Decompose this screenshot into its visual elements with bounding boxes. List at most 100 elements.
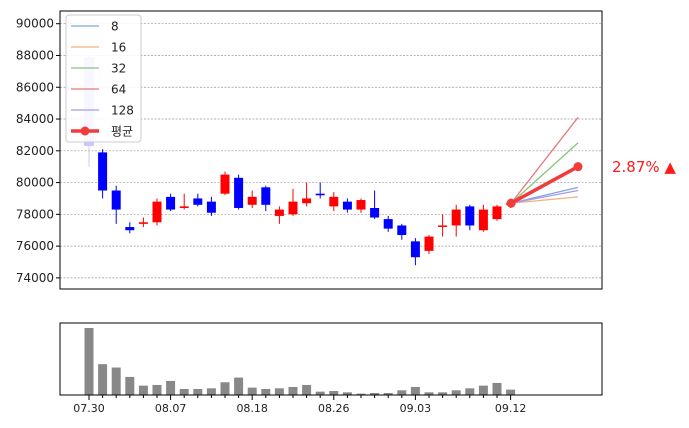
legend: 8 16 32 64 128 평균 (65, 14, 142, 143)
volume-bar (193, 388, 203, 395)
candles (84, 55, 516, 266)
legend-label: 64 (111, 83, 126, 97)
volume-bar (111, 367, 121, 395)
volume-bar (98, 364, 108, 395)
legend-swatch-marker (80, 126, 90, 136)
candle-body (465, 206, 475, 226)
candle-body (410, 241, 420, 258)
volume-bar (424, 392, 434, 395)
candle-body (397, 225, 407, 235)
y-tick-label: 80000 (16, 176, 54, 190)
projection-line-64 (510, 117, 579, 204)
y-tick-label: 84000 (16, 112, 54, 126)
y-tick-label: 82000 (16, 144, 54, 158)
legend-box (65, 14, 142, 143)
x-tick-label: 09.03 (400, 402, 432, 415)
x-tick-label: 08.26 (318, 402, 350, 415)
candle-body (478, 209, 488, 231)
y-tick-label: 74000 (16, 271, 54, 285)
volume-bar (234, 377, 244, 395)
average-end-point (573, 162, 583, 172)
x-tick-label: 09.12 (495, 402, 527, 415)
volume-bar (302, 384, 312, 395)
candle-body (247, 196, 257, 205)
candle-body (274, 209, 284, 216)
average-projection-line (510, 165, 579, 205)
volume-bar (315, 391, 325, 395)
candle-body (492, 206, 502, 220)
candle-body (370, 207, 380, 218)
volume-bar (356, 393, 366, 395)
legend-label: 8 (111, 20, 119, 34)
legend-label: 32 (111, 62, 126, 76)
volume-bar (410, 386, 420, 395)
volume-bar (438, 392, 448, 395)
y-tick-label: 78000 (16, 207, 54, 221)
candle-body (329, 196, 339, 207)
volume-bar (166, 380, 176, 395)
x-tick-label: 07.30 (73, 402, 105, 415)
volume-bar (261, 388, 271, 395)
projection-lines (506, 117, 583, 208)
projection-line-16 (511, 196, 579, 204)
candle-body (356, 200, 366, 210)
volume-bar (465, 388, 475, 395)
volume-x-ticks: 07.30 08.07 08.18 08.26 09.03 09.12 (73, 395, 526, 415)
volume-bar (247, 387, 257, 395)
projection-line-128 (510, 189, 579, 204)
candle-body (261, 187, 271, 205)
volume-bars (84, 328, 516, 395)
legend-label: 16 (111, 41, 126, 55)
legend-label: 128 (111, 104, 134, 118)
candle-body (234, 177, 244, 208)
candle-body (288, 201, 298, 215)
x-tick-label: 08.18 (236, 402, 268, 415)
candle-body (166, 196, 176, 210)
volume-bar (152, 384, 162, 395)
projection-line-32 (510, 142, 579, 204)
candle-body (220, 174, 230, 194)
volume-bar (397, 390, 407, 395)
candle-body (383, 219, 393, 229)
candle-body (125, 227, 135, 231)
volume-bar (125, 376, 135, 395)
volume-bar (383, 392, 393, 395)
candle-body (302, 198, 312, 204)
candle-body (179, 206, 189, 208)
candle-body (111, 190, 121, 210)
candle-body (138, 222, 148, 224)
candle-body (424, 236, 434, 251)
legend-label: 평균 (111, 125, 133, 139)
price-grid (60, 23, 602, 279)
volume-bar (179, 388, 189, 395)
change-percent-annotation: 2.87% ▲ (612, 158, 676, 176)
volume-bar (220, 382, 230, 395)
average-start-point (506, 198, 516, 208)
y-tick-label: 90000 (16, 17, 54, 31)
volume-bar (370, 392, 380, 395)
volume-bar (138, 385, 148, 395)
y-tick-label: 88000 (16, 48, 54, 62)
volume-bar (451, 390, 461, 395)
volume-bar (274, 388, 284, 395)
candle-body (315, 193, 325, 196)
volume-bar (329, 390, 339, 395)
price-plot-frame (59, 10, 603, 290)
candle-body (152, 201, 162, 223)
volume-bar (206, 388, 216, 395)
candle-body (98, 152, 108, 191)
volume-bar (342, 392, 352, 395)
candle-body (193, 198, 203, 205)
volume-bar (506, 389, 516, 395)
volume-bar (84, 328, 94, 395)
x-tick-label: 08.07 (155, 402, 187, 415)
candle-body (451, 209, 461, 226)
candle-body (438, 225, 448, 227)
volume-plot-frame (59, 322, 603, 396)
y-tick-label: 86000 (16, 80, 54, 94)
y-tick-label: 76000 (16, 239, 54, 253)
candle-body (206, 201, 216, 213)
volume-bar (478, 385, 488, 395)
